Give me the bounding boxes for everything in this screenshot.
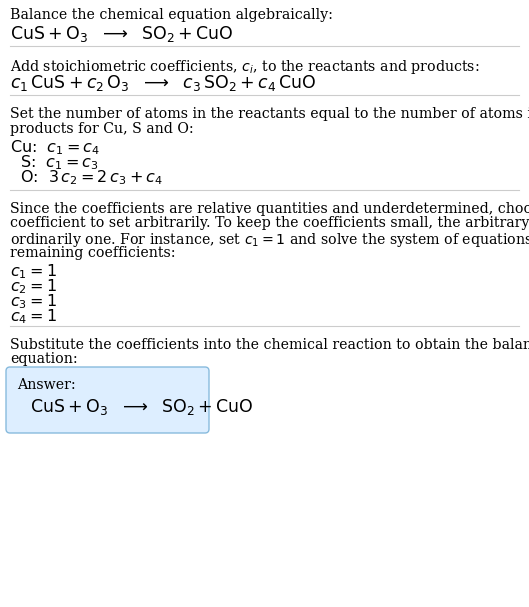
Text: Balance the chemical equation algebraically:: Balance the chemical equation algebraica… (10, 8, 333, 22)
Text: ordinarily one. For instance, set $c_1 = 1$ and solve the system of equations fo: ordinarily one. For instance, set $c_1 =… (10, 231, 529, 249)
FancyBboxPatch shape (6, 367, 209, 433)
Text: Since the coefficients are relative quantities and underdetermined, choose a: Since the coefficients are relative quan… (10, 202, 529, 216)
Text: remaining coefficients:: remaining coefficients: (10, 245, 176, 260)
Text: $\mathsf{CuS + O_3}$  $\mathsf{\longrightarrow}$  $\mathsf{SO_2 + CuO}$: $\mathsf{CuS + O_3}$ $\mathsf{\longright… (10, 24, 234, 44)
Text: $c_4 = 1$: $c_4 = 1$ (10, 307, 57, 326)
Text: Answer:: Answer: (17, 378, 76, 392)
Text: Cu:  $c_1 = c_4$: Cu: $c_1 = c_4$ (10, 138, 100, 157)
Text: O:  $3\,c_2 = 2\,c_3 + c_4$: O: $3\,c_2 = 2\,c_3 + c_4$ (20, 168, 163, 187)
Text: equation:: equation: (10, 353, 78, 367)
Text: Substitute the coefficients into the chemical reaction to obtain the balanced: Substitute the coefficients into the che… (10, 338, 529, 352)
Text: $c_3 = 1$: $c_3 = 1$ (10, 292, 57, 311)
Text: Set the number of atoms in the reactants equal to the number of atoms in the: Set the number of atoms in the reactants… (10, 107, 529, 121)
Text: $c_1\,\mathsf{CuS} + c_2\,\mathsf{O_3}$  $\longrightarrow$  $c_3\,\mathsf{SO_2} : $c_1\,\mathsf{CuS} + c_2\,\mathsf{O_3}$ … (10, 73, 316, 93)
Text: coefficient to set arbitrarily. To keep the coefficients small, the arbitrary va: coefficient to set arbitrarily. To keep … (10, 217, 529, 231)
Text: $\mathsf{CuS + O_3}$  $\mathsf{\longrightarrow}$  $\mathsf{SO_2 + CuO}$: $\mathsf{CuS + O_3}$ $\mathsf{\longright… (30, 397, 254, 417)
Text: products for Cu, S and O:: products for Cu, S and O: (10, 121, 194, 135)
Text: Add stoichiometric coefficients, $c_i$, to the reactants and products:: Add stoichiometric coefficients, $c_i$, … (10, 58, 479, 75)
Text: $c_2 = 1$: $c_2 = 1$ (10, 277, 57, 296)
Text: S:  $c_1 = c_3$: S: $c_1 = c_3$ (20, 153, 98, 172)
Text: $c_1 = 1$: $c_1 = 1$ (10, 262, 57, 280)
